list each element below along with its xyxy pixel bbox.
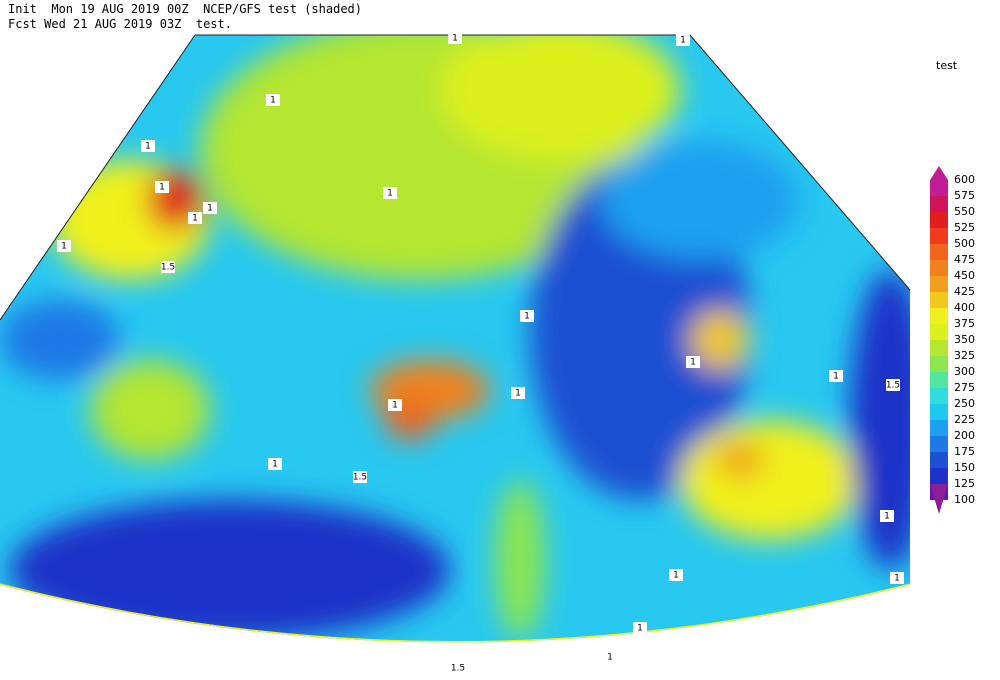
contour-label: 1 (145, 142, 151, 152)
colorbar-label: 325 (954, 349, 975, 362)
colorbar-box (930, 356, 948, 372)
contour-label-box (155, 181, 169, 193)
colorbar-box (930, 420, 948, 436)
colorbar-label: 475 (954, 253, 975, 266)
contour-label: 1 (637, 624, 643, 634)
colorbar-label: 175 (954, 445, 975, 458)
contour-label-box (669, 569, 683, 581)
contour-label: 1 (159, 183, 165, 193)
contour-label: 1 (690, 358, 696, 368)
contour-label: 1 (894, 574, 900, 584)
colorbar-box (930, 276, 948, 292)
contour-label: 1 (452, 34, 458, 44)
colorbar-box (930, 468, 948, 484)
contour-label: 1.5 (886, 381, 900, 391)
colorbar-box (930, 452, 948, 468)
colorbar-cap (930, 484, 948, 514)
colorbar-box (930, 436, 948, 452)
colorbar: 600 575 550 525 500 475 450 425 400 375 350 325 300 2… (930, 166, 975, 514)
contour-label: 1 (207, 204, 213, 214)
contour-label-box (448, 32, 462, 44)
contour-label-box (188, 212, 202, 224)
contour-label-box (520, 310, 534, 322)
contour-label-box (880, 510, 894, 522)
contour-label-box (451, 662, 465, 674)
map-edge (0, 583, 910, 643)
colorbar-label: 125 (954, 477, 975, 490)
contour-label: 1.5 (451, 664, 465, 674)
contour-label: 1 (524, 312, 530, 322)
colorbar-label: 350 (954, 333, 975, 346)
colorbar-cap (930, 166, 948, 180)
colorbar-label: 425 (954, 285, 975, 298)
contour-label-box (890, 572, 904, 584)
contour-label-box (203, 202, 217, 214)
colorbar-label: 200 (954, 429, 975, 442)
colorbar-label: 575 (954, 189, 975, 202)
contour-label-box (266, 94, 280, 106)
colorbar-label: 400 (954, 301, 975, 314)
contour-label: 1 (515, 389, 521, 399)
colorbar-label: 275 (954, 381, 975, 394)
colorbar-label: 550 (954, 205, 975, 218)
legend-title: test (936, 59, 958, 72)
contour-label: 1 (272, 460, 278, 470)
contour-label: 1.5 (161, 263, 175, 273)
map (0, 35, 910, 643)
contour-label: 1 (680, 36, 686, 46)
contour-label-box (353, 471, 367, 483)
contour-label: 1 (270, 96, 276, 106)
contour-label-box (268, 458, 282, 470)
contour-label: 1 (884, 512, 890, 522)
contour-label: 1.5 (353, 473, 367, 483)
contour-label: 1 (392, 401, 398, 411)
contour-label: 1 (607, 653, 613, 663)
contour-label-box (383, 187, 397, 199)
header-line: Init Mon 19 AUG 2019 00Z NCEP/GFS test (… (8, 2, 362, 16)
colorbar-box (930, 372, 948, 388)
colorbar-box (930, 404, 948, 420)
colorbar-label: 300 (954, 365, 975, 378)
contour-label-box (686, 356, 700, 368)
colorbar-box (930, 260, 948, 276)
contour-label-box (676, 34, 690, 46)
colorbar-box (930, 388, 948, 404)
colorbar-box (930, 180, 948, 196)
colorbar-box (930, 244, 948, 260)
colorbar-box (930, 308, 948, 324)
contour-label-box (511, 387, 525, 399)
colorbar-box (930, 324, 948, 340)
contour-label: 1 (833, 372, 839, 382)
contour-label: 1 (61, 242, 67, 252)
contour-label-box (161, 261, 175, 273)
colorbar-label: 225 (954, 413, 975, 426)
contour-label: 1 (673, 571, 679, 581)
contour-label-box (603, 651, 617, 663)
colorbar-label: 600 (954, 173, 975, 186)
contour-label-box (388, 399, 402, 411)
colorbar-box (930, 340, 948, 356)
colorbar-label: 250 (954, 397, 975, 410)
contour-label-box (886, 379, 900, 391)
colorbar-label: 450 (954, 269, 975, 282)
colorbar-label: 375 (954, 317, 975, 330)
contour-label: 1 (192, 214, 198, 224)
colorbar-box (930, 292, 948, 308)
colorbar-box (930, 196, 948, 212)
contour-label: 1 (387, 189, 393, 199)
contour-label-box (829, 370, 843, 382)
colorbar-box (930, 228, 948, 244)
colorbar-label: 100 (954, 493, 975, 506)
contour-label-box (57, 240, 71, 252)
contour-label-box (141, 140, 155, 152)
colorbar-label: 500 (954, 237, 975, 250)
colorbar-label: 150 (954, 461, 975, 474)
contour-label-box (633, 622, 647, 634)
header-line: Fcst Wed 21 AUG 2019 03Z test. (8, 17, 232, 31)
colorbar-label: 525 (954, 221, 975, 234)
colorbar-box (930, 212, 948, 228)
